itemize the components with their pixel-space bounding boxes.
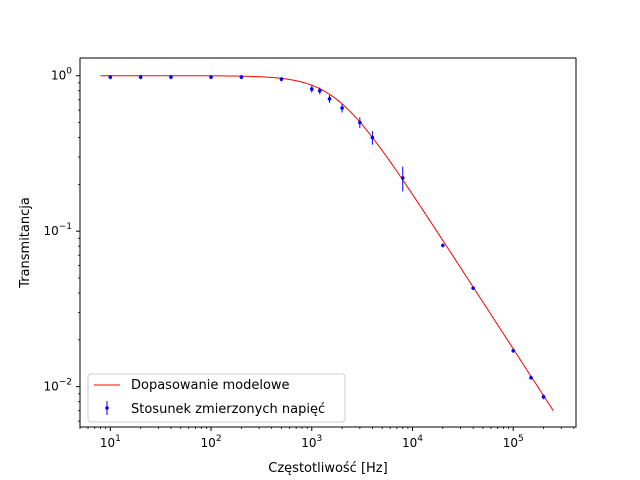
y-tick-label: 10−1 [43, 222, 72, 238]
data-point [529, 375, 533, 380]
data-point [279, 77, 284, 82]
point-marker [279, 77, 284, 81]
x-tick-label: 102 [201, 434, 222, 450]
point-marker [309, 87, 314, 91]
point-marker [169, 75, 173, 79]
legend-point-marker [105, 406, 109, 410]
data-point [358, 117, 362, 129]
data-point [511, 348, 516, 353]
point-marker [529, 375, 533, 380]
data-point [239, 75, 244, 80]
y-axis-title: Transmitancja [18, 197, 33, 289]
point-marker [541, 395, 546, 399]
data-point [327, 95, 332, 103]
data-point [541, 394, 546, 400]
data-point [169, 75, 173, 80]
data-point [209, 75, 213, 80]
plot-frame [79, 57, 577, 428]
x-tick-label: 101 [100, 434, 121, 450]
y-tick-labels: 10−2 10−1 100 [43, 67, 72, 394]
y-tick-label: 100 [51, 67, 72, 83]
series-layer [100, 75, 554, 411]
point-marker [471, 286, 475, 290]
point-marker [209, 75, 213, 79]
y-tick-label: 10−2 [43, 378, 72, 394]
x-tick-labels: 101 102 103 104 105 [100, 434, 524, 450]
legend-model-label: Dopasowanie modelowe [131, 378, 290, 393]
point-marker [327, 97, 332, 101]
legend-box [87, 373, 346, 423]
data-point [317, 87, 322, 95]
point-marker [370, 135, 375, 140]
data-point [400, 166, 405, 192]
data-point [138, 75, 143, 80]
data-point [370, 131, 375, 145]
model-fit-line [100, 75, 554, 411]
point-marker [239, 75, 244, 79]
point-marker [317, 88, 322, 93]
point-marker [340, 106, 344, 110]
x-axis-title: Częstotliwość [Hz] [268, 461, 387, 476]
data-point [441, 243, 445, 248]
data-point [471, 286, 475, 290]
legend-measured-label: Stosunek zmierzonych napięć [131, 402, 325, 417]
point-marker [108, 75, 113, 79]
point-marker [358, 120, 362, 125]
point-marker [400, 176, 405, 180]
data-point [309, 85, 314, 93]
x-tick-label: 103 [301, 434, 322, 450]
point-marker [441, 243, 445, 248]
point-marker [511, 349, 516, 353]
x-tick-label: 104 [402, 434, 423, 450]
legend: Dopasowanie modelowe Stosunek zmierzonyc… [87, 373, 346, 423]
point-marker [138, 75, 143, 79]
major-ticks [76, 75, 514, 431]
minor-ticks [78, 82, 575, 429]
data-point [340, 103, 344, 113]
x-tick-label: 105 [503, 434, 524, 450]
legend-measured-swatch [105, 401, 109, 415]
data-point [108, 75, 113, 80]
